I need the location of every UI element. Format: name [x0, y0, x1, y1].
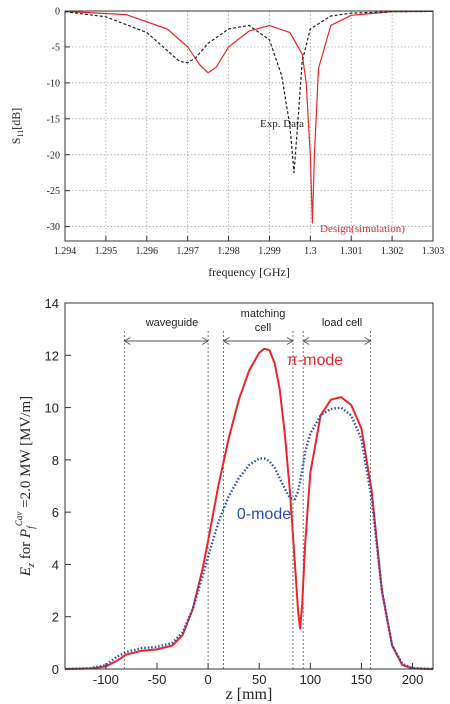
top-x-tick-label: 1.299 — [258, 246, 281, 257]
pi-mode-label: π-mode — [287, 352, 343, 369]
top-x-tick-label: 1.298 — [217, 246, 240, 257]
top-y-tick-label: -30 — [47, 222, 60, 233]
matching-cell-label-line2: cell — [255, 322, 272, 334]
top-x-tick-label: 1.303 — [422, 246, 445, 257]
top-plot-frame — [64, 10, 434, 242]
top-x-tick-label: 1.295 — [95, 246, 118, 257]
bottom-y-tick-label: 4 — [52, 557, 59, 572]
top-y-tick-label: -15 — [47, 114, 60, 125]
top-chart: 1.294 1.295 1.296 1.297 1.298 1.299 1.3 1.301 1.… — [9, 7, 444, 280]
top-x-tick-label: 1.301 — [340, 246, 363, 257]
top-y-tick-label: -5 — [52, 42, 60, 53]
bottom-y-tick-label: 8 — [52, 453, 59, 468]
waveguide-label: waveguide — [145, 317, 199, 329]
top-x-tick-label: 1.294 — [54, 246, 77, 257]
bottom-y-tick-label: 14 — [45, 296, 59, 311]
bottom-plot-frame — [64, 302, 434, 670]
matching-cell-label-line1: matching — [241, 308, 286, 320]
region-arrow-head-left — [302, 337, 310, 345]
top-y-tick-label: -10 — [47, 78, 60, 89]
top-x-tick-label: 1.296 — [136, 246, 159, 257]
bottom-series-zero-mode-line — [64, 406, 434, 671]
region-arrow-head-right — [201, 337, 210, 345]
zero-mode-label: 0-mode — [237, 506, 291, 523]
top-y-tick-label: -20 — [47, 150, 60, 161]
bottom-y-tick-label: 2 — [52, 610, 59, 625]
bottom-ticks: -100 -50 0 50 100 150 200 0 2 4 6 8 10 12 14 — [45, 296, 424, 687]
region-arrow-head-right — [364, 337, 372, 345]
region-arrow-head-left — [123, 337, 131, 345]
top-exp-label: Exp. Data — [260, 118, 304, 130]
bottom-x-tick-label: 50 — [252, 672, 266, 687]
bottom-y-tick-label: 12 — [45, 348, 59, 363]
top-y-tick-label: 0 — [55, 7, 60, 18]
region-arrow-head-left — [222, 337, 230, 345]
top-series-design-line — [64, 10, 434, 224]
bottom-y-tick-label: 10 — [45, 401, 59, 416]
top-x-tick-label: 1.302 — [381, 246, 404, 257]
bottom-x-tick-label: 150 — [351, 672, 373, 687]
bottom-region-lines — [123, 331, 372, 669]
top-design-label: Design(simulation) — [320, 223, 405, 235]
top-y-tick-label: -25 — [47, 186, 60, 197]
top-series — [64, 10, 434, 224]
bottom-x-tick-label: -100 — [93, 672, 119, 687]
bottom-x-tick-label: 200 — [402, 672, 424, 687]
bottom-x-tick-label: -50 — [148, 672, 167, 687]
top-x-tick-label: 1.297 — [176, 246, 199, 257]
region-arrow-head-right — [286, 337, 294, 345]
bottom-series — [64, 347, 434, 671]
bottom-y-axis-label: Ez for PfCav =2.0 MW [MV/m] — [14, 396, 37, 577]
bottom-y-tick-label: 0 — [52, 662, 59, 677]
top-y-axis-label: S11[dB] — [9, 108, 25, 144]
bottom-series-pi-mode-line — [64, 347, 434, 670]
top-x-tick-label: 1.3 — [304, 246, 317, 257]
bottom-y-tick-label: 6 — [52, 505, 59, 520]
bottom-x-tick-label: 100 — [299, 672, 321, 687]
top-grid — [64, 10, 434, 241]
top-ticks: 1.294 1.295 1.296 1.297 1.298 1.299 1.3 1.301 1.… — [47, 7, 445, 258]
load-cell-label: load cell — [322, 317, 362, 329]
bottom-x-tick-label: 0 — [204, 672, 211, 687]
bottom-x-axis-label: z [mm] — [226, 686, 273, 703]
top-series-exp-line — [64, 10, 434, 174]
top-x-axis-label: frequency [GHz] — [208, 265, 290, 279]
bottom-chart: -100 -50 0 50 100 150 200 0 2 4 6 8 10 12 14 waveguide… — [14, 296, 434, 703]
